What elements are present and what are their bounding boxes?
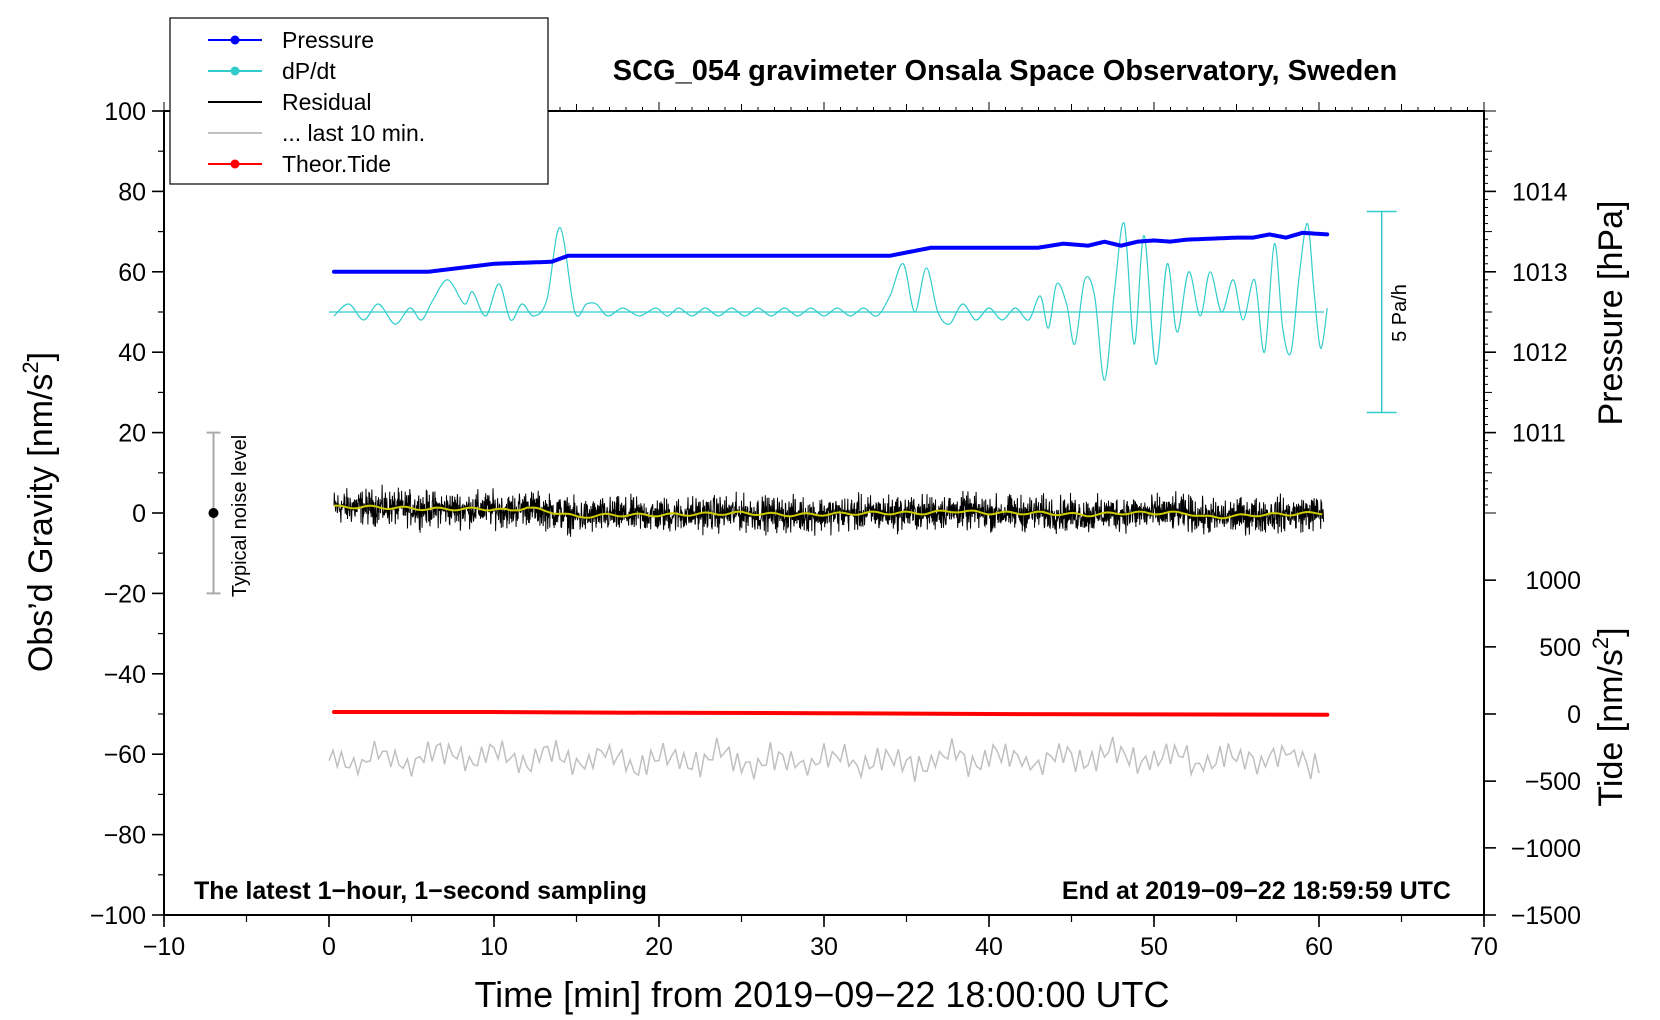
chart-annotations: [206, 210, 1397, 595]
y-tick-label: 60: [118, 259, 146, 287]
y-axis-label-base: Obs’d Gravity [nm/s: [22, 374, 60, 673]
theor-tide-series-line: [332, 710, 1330, 717]
tide-axis-label-base: Tide [nm/s: [1592, 649, 1630, 806]
y-tick-label: 40: [118, 339, 146, 367]
legend-label: dP/dt: [282, 58, 336, 84]
tide-axis-label: Tide [nm/s2]: [1588, 627, 1630, 806]
legend-entry: ... last 10 min.: [208, 120, 425, 146]
y-tick-label: −100: [90, 902, 146, 930]
y-tick-label: 0: [132, 500, 146, 528]
pressure-tick-label: 1014: [1512, 178, 1568, 206]
x-tick-label: 0: [322, 933, 336, 961]
x-tick-label: 70: [1470, 933, 1498, 961]
residual-trend-line: [333, 504, 1323, 520]
y-tick-label: 100: [104, 98, 146, 126]
legend-label: Theor.Tide: [282, 151, 391, 177]
tide-tick-label: −1000: [1511, 835, 1581, 863]
pressure-series-line: [332, 230, 1330, 274]
y-tick-label: 80: [118, 178, 146, 206]
y-axis-label-sup: 2: [18, 361, 43, 373]
pressure-axis-label: Pressure [hPa]: [1592, 201, 1630, 426]
tick-marks: −10 0 10 20 30 40 50 60 70−100−80−60−40−20020406…: [90, 98, 1581, 961]
noise-bar-center-dot: [208, 508, 219, 518]
scale-bar-label: 5 Pa/h: [1389, 284, 1411, 342]
x-tick-label: −10: [143, 933, 185, 961]
x-tick-label: 10: [480, 933, 508, 961]
x-tick-label: 30: [810, 933, 838, 961]
legend-swatch-marker: [230, 66, 240, 76]
tide-tick-label: 500: [1539, 634, 1581, 662]
y-axis-label-tail: ]: [22, 352, 60, 361]
x-axis-label: Time [min] from 2019−09−22 18:00:00 UTC: [474, 974, 1169, 1015]
noise-level-label: Typical noise level: [229, 435, 251, 597]
x-tick-label: 50: [1140, 933, 1168, 961]
legend-entry: Pressure: [208, 27, 374, 53]
chart-title: SCG_054 gravimeter Onsala Space Observat…: [613, 55, 1397, 87]
legend-label: Pressure: [282, 27, 374, 53]
plot-clip-group: [328, 222, 1330, 782]
bottom-right-annotation: End at 2019−09−22 18:59:59 UTC: [1062, 877, 1451, 905]
data-series: [328, 222, 1330, 782]
y-axis-label: Obs’d Gravity [nm/s2]: [18, 352, 60, 672]
legend-swatch-marker: [230, 35, 240, 45]
pressure-tick-label: 1011: [1512, 420, 1566, 448]
pressure-tick-label: 1013: [1512, 259, 1568, 287]
tide-tick-label: −500: [1525, 768, 1581, 796]
x-tick-label: 60: [1305, 933, 1333, 961]
pressure-tick-label: 1012: [1512, 339, 1568, 367]
last-10-min-series-line: [328, 736, 1320, 782]
legend-label: Residual: [282, 89, 372, 115]
legend-entry: Residual: [208, 89, 372, 115]
bottom-left-annotation: The latest 1−hour, 1−second sampling: [194, 877, 647, 905]
tide-axis-label-tail: ]: [1592, 627, 1630, 636]
tide-tick-label: 1000: [1525, 567, 1581, 595]
x-tick-label: 20: [645, 933, 673, 961]
legend-label: ... last 10 min.: [282, 120, 425, 146]
legend-swatch-marker: [230, 159, 240, 169]
x-tick-label: 40: [975, 933, 1003, 961]
tide-axis-label-sup: 2: [1588, 637, 1613, 649]
y-tick-label: −40: [104, 661, 146, 689]
y-tick-label: −80: [104, 822, 146, 850]
dpdt-series-line: [333, 222, 1328, 381]
y-tick-label: 20: [118, 420, 146, 448]
y-tick-label: −20: [104, 580, 146, 608]
residual-series-line: [333, 484, 1325, 537]
legend-entry: Theor.Tide: [208, 151, 391, 177]
y-tick-label: −60: [104, 741, 146, 769]
tide-tick-label: −1500: [1511, 902, 1581, 930]
legend-entry: dP/dt: [208, 58, 336, 84]
tide-tick-label: 0: [1567, 701, 1581, 729]
legend: Pressure dP/dt Residual ... last 10 min. The…: [169, 17, 549, 185]
